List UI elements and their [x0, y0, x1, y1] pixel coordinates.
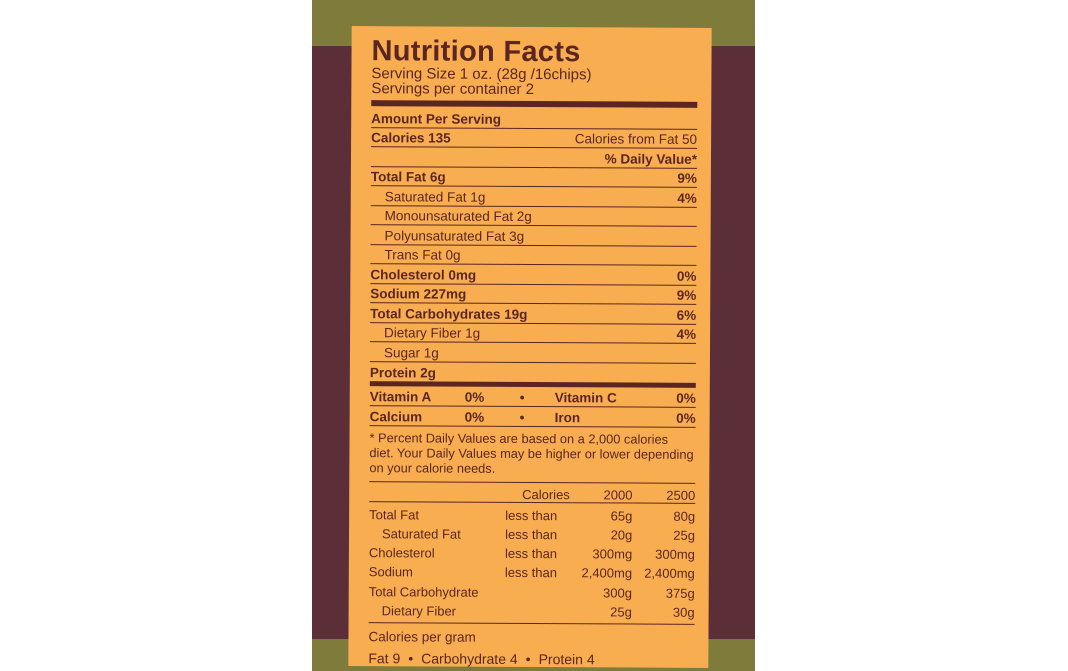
table-cell: Calories	[505, 482, 570, 504]
calories-per-gram: Calories per gram	[368, 629, 476, 645]
nutrient-name: Protein 2g	[369, 365, 436, 381]
per-gram-values: Fat 9 • Carbohydrate 4 • Protein 4	[368, 650, 694, 668]
bullet: •	[519, 389, 525, 405]
table-cell	[505, 580, 570, 600]
nutrient-row: Dietary Fiber 1g 4%	[370, 322, 697, 344]
nutrient-row: Total Carbohydrates 19g 6%	[370, 303, 697, 325]
calories: Calories 135	[371, 130, 451, 146]
nutrient-name: Polyunsaturated Fat 3g	[384, 227, 525, 244]
table-cell: 80g	[673, 508, 696, 524]
footnote: * Percent Daily Values are based on a 2,…	[369, 430, 696, 484]
table-cell: 300mg	[592, 546, 633, 562]
table-cell: 25g	[610, 604, 632, 620]
label-title: Nutrition Facts	[371, 35, 581, 69]
calories-row: Calories 135 Calories from Fat 50	[371, 127, 698, 149]
table-row: Sodium less than 2,400mg 2,400mg	[368, 560, 695, 582]
amount-per-serving-text: Amount Per Serving	[371, 110, 502, 127]
vitamin-name: Calcium	[369, 409, 423, 425]
thick-divider	[371, 100, 698, 108]
nutrient-row: Sugar 1g	[369, 342, 697, 364]
reference-table: Calories 2000 2500 Total Fat less than 65g 80g…	[368, 482, 696, 625]
table-cell: 2,400mg	[644, 566, 695, 582]
nutrient-row: Total Fat 6g 9%	[370, 166, 697, 188]
table-cell: less than	[504, 546, 558, 562]
amount-per-serving: Amount Per Serving	[371, 108, 698, 130]
table-cell: Total Fat	[369, 506, 420, 523]
table-row: Saturated Fat less than 20g 25g	[369, 522, 695, 543]
table-cell: 300mg	[655, 546, 695, 563]
table-cell: 30g	[672, 604, 695, 620]
nutrient-name: Trans Fat 0g	[384, 247, 461, 263]
vitamin-value: 0%	[676, 410, 696, 426]
bullet: •	[525, 651, 531, 668]
nutrient-dv: 6%	[676, 307, 697, 323]
vitamin-list: Vitamin A 0% • Vitamin C 0% Calcium 0% • Iron 0%	[369, 386, 696, 428]
vitamin-value: 0%	[464, 389, 485, 405]
table-row: Dietary Fiber 25g 30g	[369, 599, 695, 620]
nutrient-name: Total Fat 6g	[370, 169, 446, 185]
nutrient-name: Dietary Fiber 1g	[384, 325, 481, 341]
table-cell: Dietary Fiber	[381, 603, 457, 619]
table-row: Total Carbohydrate 300g 375g	[369, 580, 695, 601]
table-cell: Saturated Fat	[381, 526, 461, 542]
table-cell: Cholesterol	[368, 545, 435, 561]
nutrient-name: Cholesterol 0mg	[370, 266, 477, 283]
bullet: •	[408, 650, 414, 667]
vitamin-value: 0%	[464, 409, 485, 425]
servings-per-container: Servings per container 2	[371, 80, 534, 99]
table-row: Cholesterol less than 300mg 300mg	[369, 541, 695, 562]
vitamin-name: Vitamin C	[554, 390, 617, 406]
table-cell: 65g	[610, 508, 633, 524]
nutrient-dv: 0%	[676, 268, 697, 284]
nutrient-dv: 4%	[676, 326, 697, 342]
nutrient-name: Sugar 1g	[383, 344, 439, 361]
table-cell: 20g	[610, 527, 633, 543]
daily-value-header-row: % Daily Value*	[370, 147, 698, 169]
nutrient-dv: 9%	[676, 287, 697, 303]
table-cell: 2000	[569, 483, 633, 504]
bullet: •	[519, 409, 525, 425]
per-gram-carbohydrate: Carbohydrate 4	[421, 650, 518, 668]
table-cell	[369, 482, 506, 503]
table-cell	[505, 600, 570, 620]
table-cell: less than	[505, 507, 558, 523]
nutrient-name: Saturated Fat 1g	[384, 188, 486, 205]
vitamin-value: 0%	[676, 390, 696, 406]
table-cell: 2500	[632, 483, 696, 504]
nutrient-name: Sodium 227mg	[370, 286, 467, 302]
nutrient-name: Monounsaturated Fat 2g	[384, 208, 532, 225]
table-cell: Sodium	[368, 564, 413, 580]
vitamin-row: Vitamin A 0% • Vitamin C 0%	[369, 386, 696, 408]
table-cell: less than	[504, 565, 558, 581]
vitamin-name: Vitamin A	[369, 389, 432, 405]
table-cell: 2,400mg	[581, 565, 633, 582]
nutrient-dv: 9%	[677, 170, 697, 186]
nutrient-row: Saturated Fat 1g 4%	[370, 186, 697, 208]
table-cell: 25g	[673, 527, 696, 543]
table-cell: 300g	[603, 585, 633, 601]
nutrient-row: Protein 2g	[370, 362, 696, 383]
nutrient-name: Total Carbohydrates 19g	[370, 305, 528, 322]
table-cell: Total Carbohydrate	[368, 583, 479, 600]
nutrient-list: Total Fat 6g 9% Saturated Fat 1g 4% Monounsa…	[369, 166, 697, 383]
table-cell: less than	[505, 526, 558, 543]
nutrition-facts-label: Nutrition Facts Serving Size 1 oz. (28g …	[348, 26, 712, 668]
per-gram-protein: Protein 4	[538, 651, 595, 668]
table-header: Calories 2000 2500	[369, 482, 696, 504]
per-gram-fat: Fat 9	[368, 650, 401, 667]
daily-value-header: % Daily Value*	[604, 150, 698, 167]
vitamin-row: Calcium 0% • Iron 0%	[369, 406, 696, 428]
nutrient-row: Monounsaturated Fat 2g	[370, 205, 697, 227]
table-cell: 375g	[665, 585, 695, 601]
nutrient-row: Trans Fat 0g	[370, 244, 697, 266]
calories-from-fat: Calories from Fat 50	[574, 131, 698, 147]
table-row: Total Fat less than 65g 80g	[369, 502, 695, 524]
nutrient-row: Polyunsaturated Fat 3g	[370, 225, 697, 247]
vitamin-name: Iron	[554, 410, 581, 426]
nutrient-dv: 4%	[677, 190, 697, 206]
nutrient-row: Cholesterol 0mg 0%	[370, 264, 697, 286]
nutrient-row: Sodium 227mg 9%	[370, 283, 697, 305]
